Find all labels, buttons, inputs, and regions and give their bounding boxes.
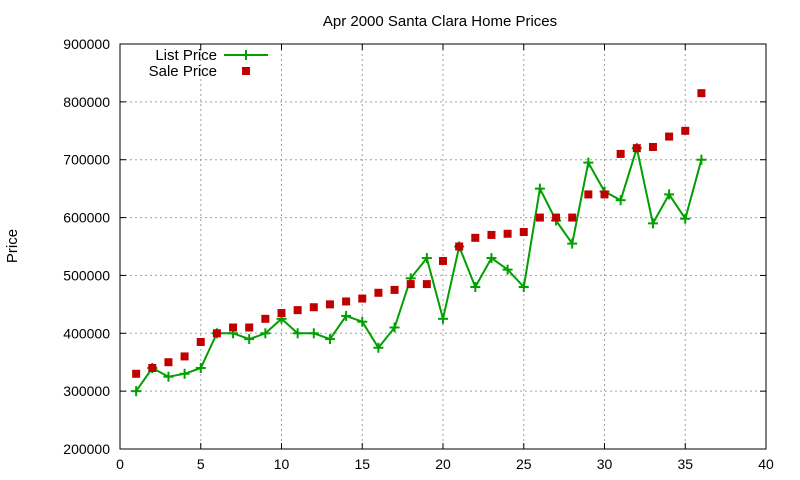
sale-price-point (245, 323, 254, 332)
list-price-point (373, 342, 384, 353)
sale-price-point (616, 149, 625, 158)
x-tick-label: 40 (758, 456, 774, 472)
x-tick-label: 25 (516, 456, 532, 472)
sale-price-point (293, 306, 302, 315)
list-price-point (421, 253, 432, 264)
y-tick-label: 200000 (63, 441, 110, 457)
list-price-point (583, 157, 594, 168)
sale-price-point (325, 300, 334, 309)
sale-price-point (648, 142, 657, 151)
y-axis-label: Price (4, 229, 21, 263)
list-price-point (696, 154, 707, 165)
list-price-point (502, 264, 513, 275)
sale-price-point (487, 230, 496, 239)
list-price-point (179, 368, 190, 379)
chart-title: Apr 2000 Santa Clara Home Prices (323, 13, 557, 30)
list-price-point (680, 213, 691, 224)
sale-price-point (600, 190, 609, 199)
sale-price-point (552, 213, 561, 222)
sale-price-point (342, 297, 351, 306)
sale-price-point (390, 285, 399, 294)
sale-price-point (422, 280, 431, 289)
list-price-point (486, 253, 497, 264)
sale-price-point (132, 369, 141, 378)
list-price-point (324, 334, 335, 345)
y-tick-label: 800000 (63, 94, 110, 110)
list-price-point (518, 282, 529, 292)
sale-price-point (697, 89, 706, 98)
sale-price-point (535, 213, 544, 222)
sale-price-point (455, 242, 464, 251)
sale-price-point (309, 303, 318, 312)
list-price-point (567, 238, 578, 249)
list-price-point (389, 322, 400, 333)
legend-marker-list-price (241, 50, 251, 60)
sale-price-point (681, 126, 690, 135)
list-price-point (615, 195, 626, 206)
y-tick-label: 700000 (63, 152, 110, 168)
sale-price-point (261, 314, 270, 323)
list-price-point (131, 386, 142, 397)
sale-price-point (164, 358, 173, 367)
legend: List Price Sale Price (149, 47, 268, 80)
x-tick-label: 20 (435, 456, 451, 472)
sale-price-point (196, 337, 205, 346)
list-price-point (647, 218, 658, 229)
list-price-point (438, 313, 448, 324)
sale-price-point (632, 144, 641, 153)
x-tick-label: 30 (597, 456, 613, 472)
sale-price-point (358, 294, 367, 303)
sale-price-point (277, 309, 286, 318)
y-tick-label: 900000 (63, 36, 110, 52)
sale-price-point (374, 288, 383, 297)
sale-price-point (229, 323, 238, 332)
axis-ticks: 0 5 10 15 20 25 30 35 40 200000 300000 400000 500000… (63, 36, 774, 472)
list-price-point (195, 363, 206, 373)
sale-price-point (519, 228, 528, 237)
legend-label-list-price: List Price (155, 47, 217, 64)
list-price-point (292, 328, 303, 339)
list-price-point (308, 328, 319, 339)
list-price-point (341, 310, 352, 321)
legend-marker-sale-price (242, 67, 250, 75)
x-tick-label: 10 (274, 456, 290, 472)
sale-price-point (584, 190, 593, 199)
sale-price-point (471, 233, 480, 242)
x-tick-label: 0 (116, 456, 124, 472)
y-tick-label: 300000 (63, 383, 110, 399)
list-price-point (244, 334, 255, 345)
x-tick-label: 35 (677, 456, 693, 472)
list-price-point (664, 189, 675, 200)
sale-price-point (180, 352, 189, 361)
series (131, 89, 707, 397)
list-price-point (470, 282, 481, 292)
sale-price-point (212, 329, 221, 338)
y-tick-label: 600000 (63, 210, 110, 226)
x-tick-label: 15 (354, 456, 370, 472)
y-tick-label: 500000 (63, 267, 110, 283)
sale-price-point (503, 229, 512, 238)
list-price-line (135, 147, 703, 392)
plot-frame (119, 43, 767, 450)
list-price-point (534, 183, 545, 194)
sale-price-point (439, 256, 447, 265)
list-price-point (260, 328, 271, 339)
x-tick-label: 5 (197, 456, 205, 472)
y-tick-label: 400000 (63, 325, 110, 341)
list-price-point (163, 371, 174, 382)
list-price-point (357, 316, 368, 327)
sale-price-point (568, 213, 577, 222)
sale-price-point (148, 364, 157, 372)
sale-price-point (406, 280, 415, 289)
sale-price-point (665, 132, 674, 141)
legend-label-sale-price: Sale Price (149, 63, 217, 80)
grid (120, 44, 766, 449)
